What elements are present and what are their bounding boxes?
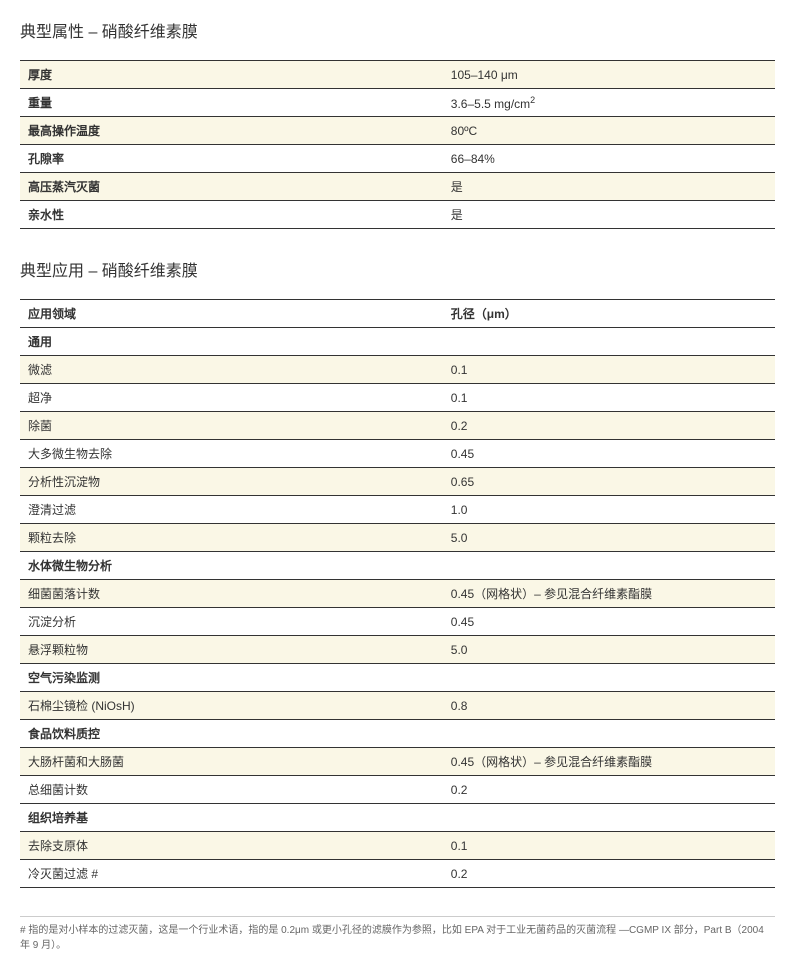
property-row: 亲水性是 bbox=[20, 201, 775, 229]
properties-table: 厚度105–140 μm重量3.6–5.5 mg/cm2最高操作温度80ºC孔隙… bbox=[20, 60, 775, 229]
application-value: 5.0 bbox=[443, 636, 775, 664]
group-name: 通用 bbox=[20, 328, 775, 356]
property-value: 3.6–5.5 mg/cm2 bbox=[443, 89, 775, 117]
application-row: 石棉尘镜检 (NiOsH)0.8 bbox=[20, 692, 775, 720]
footnote: # 指的是对小样本的过滤灭菌，这是一个行业术语，指的是 0.2μm 或更小孔径的… bbox=[20, 916, 775, 953]
application-label: 石棉尘镜检 (NiOsH) bbox=[20, 692, 443, 720]
application-row: 分析性沉淀物0.65 bbox=[20, 468, 775, 496]
group-header: 通用 bbox=[20, 328, 775, 356]
property-value: 105–140 μm bbox=[443, 61, 775, 89]
section2-title: 典型应用 – 硝酸纤维素膜 bbox=[20, 257, 775, 281]
application-row: 微滤0.1 bbox=[20, 356, 775, 384]
application-row: 大多微生物去除0.45 bbox=[20, 440, 775, 468]
application-label: 澄清过滤 bbox=[20, 496, 443, 524]
application-row: 大肠杆菌和大肠菌0.45（网格状）– 参见混合纤维素酯膜 bbox=[20, 748, 775, 776]
group-header: 空气污染监测 bbox=[20, 664, 775, 692]
property-label: 最高操作温度 bbox=[20, 117, 443, 145]
application-label: 细菌菌落计数 bbox=[20, 580, 443, 608]
application-label: 悬浮颗粒物 bbox=[20, 636, 443, 664]
application-label: 微滤 bbox=[20, 356, 443, 384]
application-value: 0.1 bbox=[443, 356, 775, 384]
application-value: 0.1 bbox=[443, 832, 775, 860]
application-row: 除菌0.2 bbox=[20, 412, 775, 440]
property-row: 重量3.6–5.5 mg/cm2 bbox=[20, 89, 775, 117]
property-row: 最高操作温度80ºC bbox=[20, 117, 775, 145]
application-row: 去除支原体0.1 bbox=[20, 832, 775, 860]
application-row: 冷灭菌过滤 #0.2 bbox=[20, 860, 775, 888]
property-value: 是 bbox=[443, 173, 775, 201]
application-value: 5.0 bbox=[443, 524, 775, 552]
application-value: 0.45（网格状）– 参见混合纤维素酯膜 bbox=[443, 580, 775, 608]
application-label: 去除支原体 bbox=[20, 832, 443, 860]
property-label: 亲水性 bbox=[20, 201, 443, 229]
application-label: 超净 bbox=[20, 384, 443, 412]
applications-table: 应用领域孔径（μm）通用微滤0.1超净0.1除菌0.2大多微生物去除0.45分析… bbox=[20, 299, 775, 888]
application-label: 除菌 bbox=[20, 412, 443, 440]
application-value: 0.45 bbox=[443, 608, 775, 636]
application-label: 沉淀分析 bbox=[20, 608, 443, 636]
application-row: 澄清过滤1.0 bbox=[20, 496, 775, 524]
application-value: 0.45（网格状）– 参见混合纤维素酯膜 bbox=[443, 748, 775, 776]
group-name: 食品饮料质控 bbox=[20, 720, 775, 748]
application-row: 超净0.1 bbox=[20, 384, 775, 412]
application-value: 0.45 bbox=[443, 440, 775, 468]
application-value: 0.65 bbox=[443, 468, 775, 496]
property-label: 高压蒸汽灭菌 bbox=[20, 173, 443, 201]
application-label: 冷灭菌过滤 # bbox=[20, 860, 443, 888]
application-label: 分析性沉淀物 bbox=[20, 468, 443, 496]
property-value: 80ºC bbox=[443, 117, 775, 145]
group-name: 空气污染监测 bbox=[20, 664, 775, 692]
group-name: 组织培养基 bbox=[20, 804, 775, 832]
application-row: 细菌菌落计数0.45（网格状）– 参见混合纤维素酯膜 bbox=[20, 580, 775, 608]
group-header: 水体微生物分析 bbox=[20, 552, 775, 580]
property-row: 高压蒸汽灭菌是 bbox=[20, 173, 775, 201]
header-col-application: 应用领域 bbox=[20, 300, 443, 328]
application-value: 0.2 bbox=[443, 776, 775, 804]
property-row: 孔隙率66–84% bbox=[20, 145, 775, 173]
application-value: 1.0 bbox=[443, 496, 775, 524]
property-label: 重量 bbox=[20, 89, 443, 117]
property-value: 是 bbox=[443, 201, 775, 229]
property-label: 孔隙率 bbox=[20, 145, 443, 173]
header-col-pore: 孔径（μm） bbox=[443, 300, 775, 328]
header-row: 应用领域孔径（μm） bbox=[20, 300, 775, 328]
application-label: 总细菌计数 bbox=[20, 776, 443, 804]
application-row: 颗粒去除5.0 bbox=[20, 524, 775, 552]
application-value: 0.2 bbox=[443, 412, 775, 440]
group-header: 组织培养基 bbox=[20, 804, 775, 832]
application-label: 大多微生物去除 bbox=[20, 440, 443, 468]
application-value: 0.1 bbox=[443, 384, 775, 412]
application-row: 悬浮颗粒物5.0 bbox=[20, 636, 775, 664]
group-name: 水体微生物分析 bbox=[20, 552, 775, 580]
application-label: 颗粒去除 bbox=[20, 524, 443, 552]
application-value: 0.2 bbox=[443, 860, 775, 888]
application-value: 0.8 bbox=[443, 692, 775, 720]
property-value: 66–84% bbox=[443, 145, 775, 173]
application-label: 大肠杆菌和大肠菌 bbox=[20, 748, 443, 776]
group-header: 食品饮料质控 bbox=[20, 720, 775, 748]
application-row: 总细菌计数0.2 bbox=[20, 776, 775, 804]
section1-title: 典型属性 – 硝酸纤维素膜 bbox=[20, 18, 775, 42]
property-label: 厚度 bbox=[20, 61, 443, 89]
property-row: 厚度105–140 μm bbox=[20, 61, 775, 89]
application-row: 沉淀分析0.45 bbox=[20, 608, 775, 636]
